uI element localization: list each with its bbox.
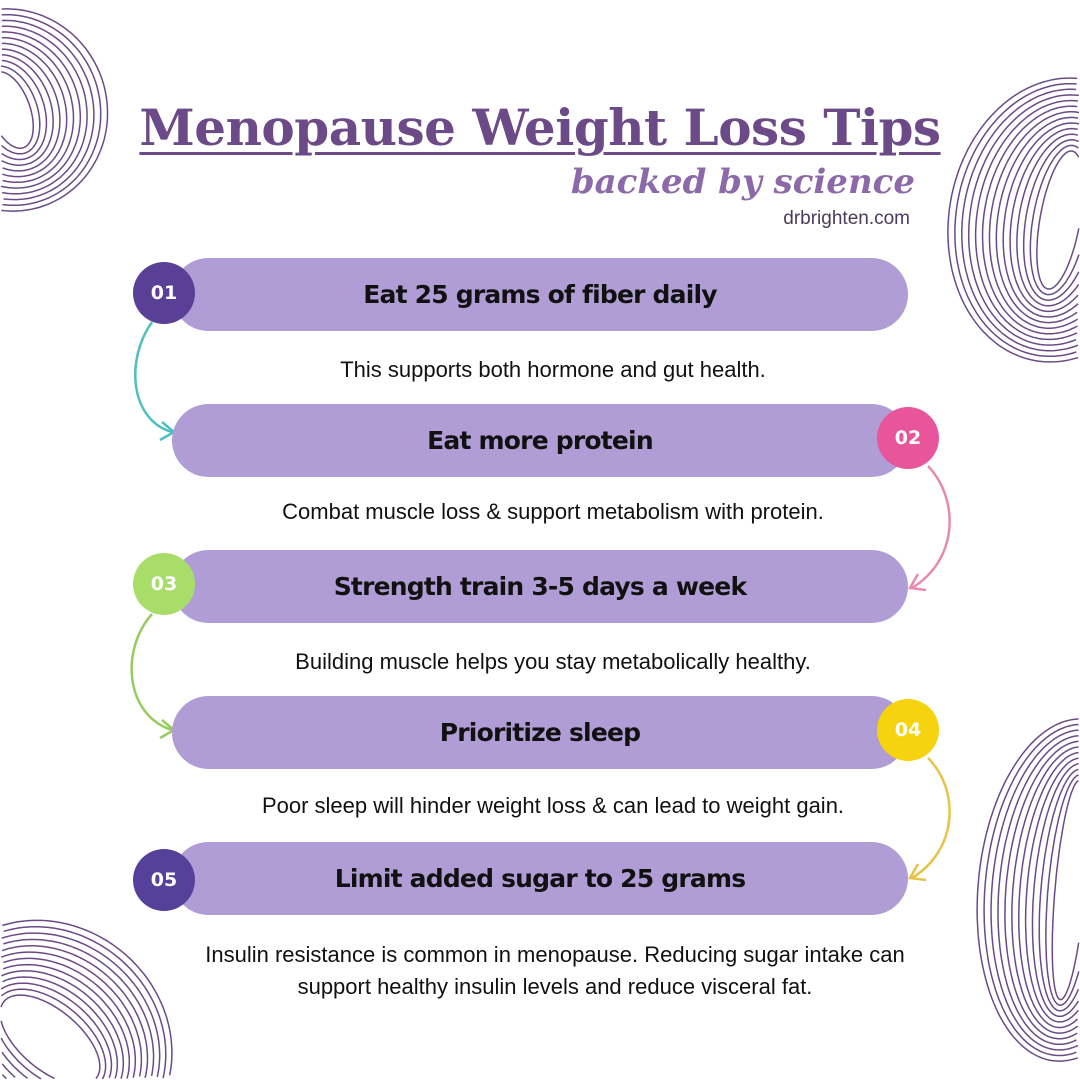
right-bottom-contours: [976, 718, 1080, 1062]
contour-line: [0, 994, 101, 1080]
contour-line: [0, 71, 34, 149]
contour-line: [954, 82, 1077, 358]
tip-4-description: Poor sleep will hinder weight loss & can…: [261, 793, 845, 818]
tip-2-heading: Eat more protein: [427, 426, 654, 455]
contour-line: [1, 36, 75, 184]
contour-line: [0, 988, 107, 1080]
contour-line: [1, 932, 161, 1078]
page-subtitle: backed by science: [570, 162, 915, 202]
tip-4-number-badge: 04: [877, 699, 939, 761]
contour-line: [976, 718, 1079, 1062]
contour-line: [995, 116, 1079, 324]
tip-5-heading: Limit added sugar to 25 grams: [334, 864, 746, 893]
contour-line: [997, 734, 1079, 1046]
page-title: Menopause Weight Loss Tips: [139, 98, 941, 157]
contour-line: [3, 938, 155, 1077]
contour-line: [1029, 144, 1080, 296]
contour-line: [988, 111, 1080, 329]
contour-line: [0, 982, 113, 1079]
tip-2-heading-pill: Eat more protein: [172, 404, 908, 477]
tip-1-heading: Eat 25 grams of fiber daily: [363, 280, 717, 309]
contour-line: [1, 48, 61, 172]
contour-line: [947, 77, 1079, 363]
contour-line: [983, 723, 1079, 1057]
contour-line: [1, 54, 54, 166]
top-left-contours: [0, 8, 109, 212]
contour-line: [1011, 746, 1079, 1034]
tip-3-number-badge: 03: [133, 553, 195, 615]
contour-line: [1038, 768, 1080, 1012]
contour-line: [1, 13, 102, 207]
contour-line: [1045, 774, 1080, 1006]
tip-5-number-badge: 05: [133, 849, 195, 911]
contour-line: [1, 19, 95, 201]
contour-line: [0, 31, 82, 189]
connector-arrows: [130, 321, 951, 882]
contour-line: [967, 94, 1079, 346]
right-top-contours: [947, 77, 1080, 363]
contour-line: [1051, 779, 1080, 1001]
contour-line: [1, 59, 48, 161]
tip-1-description: This supports both hormone and gut healt…: [340, 357, 766, 382]
tip-5-description: Insulin resistance is common in menopaus…: [205, 942, 905, 999]
contour-line: [1036, 150, 1080, 290]
arrow-2-to-3: [907, 465, 951, 592]
contour-line: [981, 105, 1078, 335]
arrow-4-to-5: [907, 757, 951, 882]
tip-4-heading: Prioritize sleep: [439, 718, 641, 747]
tip-1-number-badge: 01: [133, 262, 195, 324]
contour-line: [0, 65, 41, 155]
contour-line: [1024, 757, 1079, 1023]
contour-line: [1, 976, 119, 1079]
website-label: drbrighten.com: [783, 208, 910, 229]
tip-4-heading-pill: Prioritize sleep: [172, 696, 908, 769]
contour-line: [1016, 133, 1080, 307]
bottom-left-contours: [0, 919, 173, 1080]
contour-line: [1, 25, 88, 195]
contour-line: [2, 919, 173, 1076]
tip-3-heading: Strength train 3-5 days a week: [333, 572, 747, 601]
contour-line: [990, 729, 1079, 1051]
tip-5-heading-pill: Limit added sugar to 25 grams: [172, 842, 908, 915]
contour-line: [2, 963, 131, 1079]
contour-line: [1, 42, 68, 178]
tip-2-number-badge: 02: [877, 407, 939, 469]
contour-line: [1004, 740, 1079, 1040]
tip-2-description: Combat muscle loss & support metabolism …: [282, 499, 824, 524]
contour-line: [1031, 763, 1080, 1018]
contour-line: [1002, 122, 1080, 318]
contour-line: [1022, 139, 1080, 301]
contour-line: [974, 99, 1079, 341]
contour-line: [1, 970, 125, 1080]
tip-3-heading-pill: Strength train 3-5 days a week: [172, 550, 908, 623]
tip-1-heading-pill: Eat 25 grams of fiber daily: [172, 258, 908, 331]
contour-line: [3, 925, 167, 1079]
contour-line: [1018, 751, 1079, 1029]
tip-3-description: Building muscle helps you stay metabolic…: [295, 649, 811, 674]
contour-line: [1, 8, 109, 212]
contour-line: [3, 957, 137, 1078]
contour-line: [1009, 127, 1079, 313]
contour-line: [1, 945, 149, 1078]
contour-line: [0, 951, 143, 1077]
contour-line: [961, 88, 1079, 352]
